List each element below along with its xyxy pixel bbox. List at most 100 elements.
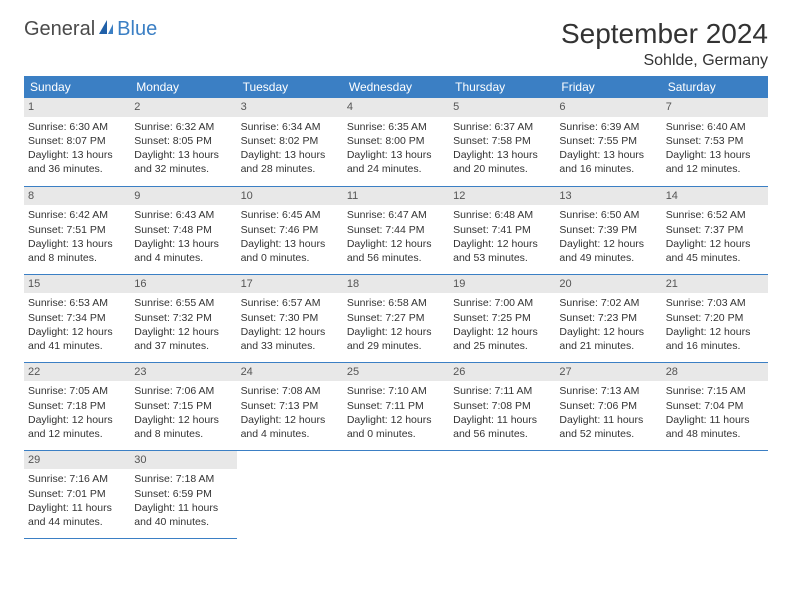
sunset-line: Sunset: 7:58 PM (453, 134, 551, 148)
day-number: 25 (343, 363, 449, 382)
sunset-line: Sunset: 7:39 PM (559, 223, 657, 237)
sunset-line: Sunset: 7:32 PM (134, 311, 232, 325)
day-number: 28 (662, 363, 768, 382)
day-number: 8 (24, 187, 130, 206)
calendar-row: 22Sunrise: 7:05 AMSunset: 7:18 PMDayligh… (24, 362, 768, 450)
daylight-line: Daylight: 11 hours and 56 minutes. (453, 413, 551, 441)
sunset-line: Sunset: 7:06 PM (559, 399, 657, 413)
daylight-line: Daylight: 11 hours and 40 minutes. (134, 501, 232, 529)
daylight-line: Daylight: 11 hours and 44 minutes. (28, 501, 126, 529)
day-number: 14 (662, 187, 768, 206)
calendar-cell: 29Sunrise: 7:16 AMSunset: 7:01 PMDayligh… (24, 450, 130, 538)
calendar-cell (237, 450, 343, 538)
sunset-line: Sunset: 7:25 PM (453, 311, 551, 325)
sunset-line: Sunset: 7:34 PM (28, 311, 126, 325)
weekday-header: Friday (555, 76, 661, 98)
weekday-header: Wednesday (343, 76, 449, 98)
calendar-cell (449, 450, 555, 538)
sunrise-line: Sunrise: 6:43 AM (134, 208, 232, 222)
daylight-line: Daylight: 12 hours and 21 minutes. (559, 325, 657, 353)
sunrise-line: Sunrise: 7:15 AM (666, 384, 764, 398)
calendar-body: 1Sunrise: 6:30 AMSunset: 8:07 PMDaylight… (24, 98, 768, 538)
sunset-line: Sunset: 7:44 PM (347, 223, 445, 237)
sunrise-line: Sunrise: 6:57 AM (241, 296, 339, 310)
day-number: 23 (130, 363, 236, 382)
calendar-row: 1Sunrise: 6:30 AMSunset: 8:07 PMDaylight… (24, 98, 768, 186)
sunset-line: Sunset: 7:53 PM (666, 134, 764, 148)
day-number: 20 (555, 275, 661, 294)
month-title: September 2024 (561, 18, 768, 50)
daylight-line: Daylight: 11 hours and 48 minutes. (666, 413, 764, 441)
sunrise-line: Sunrise: 6:30 AM (28, 120, 126, 134)
day-number: 7 (662, 98, 768, 117)
sunset-line: Sunset: 7:04 PM (666, 399, 764, 413)
sunrise-line: Sunrise: 7:06 AM (134, 384, 232, 398)
sunset-line: Sunset: 7:23 PM (559, 311, 657, 325)
sunset-line: Sunset: 8:02 PM (241, 134, 339, 148)
sunrise-line: Sunrise: 7:13 AM (559, 384, 657, 398)
daylight-line: Daylight: 11 hours and 52 minutes. (559, 413, 657, 441)
calendar-table: SundayMondayTuesdayWednesdayThursdayFrid… (24, 76, 768, 539)
daylight-line: Daylight: 12 hours and 16 minutes. (666, 325, 764, 353)
day-number: 6 (555, 98, 661, 117)
sunset-line: Sunset: 7:51 PM (28, 223, 126, 237)
day-number: 1 (24, 98, 130, 117)
daylight-line: Daylight: 12 hours and 12 minutes. (28, 413, 126, 441)
title-block: September 2024 Sohlde, Germany (561, 18, 768, 70)
calendar-cell: 26Sunrise: 7:11 AMSunset: 7:08 PMDayligh… (449, 362, 555, 450)
calendar-cell: 16Sunrise: 6:55 AMSunset: 7:32 PMDayligh… (130, 274, 236, 362)
sunset-line: Sunset: 7:55 PM (559, 134, 657, 148)
calendar-cell (662, 450, 768, 538)
day-number: 13 (555, 187, 661, 206)
sunrise-line: Sunrise: 6:42 AM (28, 208, 126, 222)
sunrise-line: Sunrise: 6:55 AM (134, 296, 232, 310)
logo: General Blue (24, 18, 157, 41)
sunrise-line: Sunrise: 6:47 AM (347, 208, 445, 222)
daylight-line: Daylight: 12 hours and 37 minutes. (134, 325, 232, 353)
sunrise-line: Sunrise: 6:34 AM (241, 120, 339, 134)
location: Sohlde, Germany (561, 52, 768, 70)
calendar-cell: 13Sunrise: 6:50 AMSunset: 7:39 PMDayligh… (555, 186, 661, 274)
calendar-cell: 1Sunrise: 6:30 AMSunset: 8:07 PMDaylight… (24, 98, 130, 186)
sunrise-line: Sunrise: 6:35 AM (347, 120, 445, 134)
calendar-cell: 3Sunrise: 6:34 AMSunset: 8:02 PMDaylight… (237, 98, 343, 186)
sunrise-line: Sunrise: 6:50 AM (559, 208, 657, 222)
calendar-cell: 24Sunrise: 7:08 AMSunset: 7:13 PMDayligh… (237, 362, 343, 450)
day-number: 4 (343, 98, 449, 117)
day-number: 12 (449, 187, 555, 206)
calendar-cell: 17Sunrise: 6:57 AMSunset: 7:30 PMDayligh… (237, 274, 343, 362)
sunrise-line: Sunrise: 6:45 AM (241, 208, 339, 222)
day-number: 30 (130, 451, 236, 470)
day-number: 9 (130, 187, 236, 206)
sunrise-line: Sunrise: 6:53 AM (28, 296, 126, 310)
sunset-line: Sunset: 7:46 PM (241, 223, 339, 237)
header: General Blue September 2024 Sohlde, Germ… (24, 18, 768, 70)
daylight-line: Daylight: 12 hours and 53 minutes. (453, 237, 551, 265)
sunrise-line: Sunrise: 7:10 AM (347, 384, 445, 398)
sunrise-line: Sunrise: 7:08 AM (241, 384, 339, 398)
calendar-row: 29Sunrise: 7:16 AMSunset: 7:01 PMDayligh… (24, 450, 768, 538)
calendar-cell: 5Sunrise: 6:37 AMSunset: 7:58 PMDaylight… (449, 98, 555, 186)
sunrise-line: Sunrise: 7:16 AM (28, 472, 126, 486)
calendar-cell: 25Sunrise: 7:10 AMSunset: 7:11 PMDayligh… (343, 362, 449, 450)
day-number: 17 (237, 275, 343, 294)
sunset-line: Sunset: 8:00 PM (347, 134, 445, 148)
calendar-cell: 7Sunrise: 6:40 AMSunset: 7:53 PMDaylight… (662, 98, 768, 186)
daylight-line: Daylight: 12 hours and 29 minutes. (347, 325, 445, 353)
sunrise-line: Sunrise: 7:03 AM (666, 296, 764, 310)
sunset-line: Sunset: 7:48 PM (134, 223, 232, 237)
logo-text-general: General (24, 18, 95, 41)
day-number: 3 (237, 98, 343, 117)
sunrise-line: Sunrise: 7:11 AM (453, 384, 551, 398)
calendar-cell: 8 Sunrise: 6:42 AMSunset: 7:51 PMDaylight… (24, 186, 130, 274)
sunset-line: Sunset: 7:13 PM (241, 399, 339, 413)
calendar-cell (343, 450, 449, 538)
calendar-cell: 18Sunrise: 6:58 AMSunset: 7:27 PMDayligh… (343, 274, 449, 362)
day-number: 11 (343, 187, 449, 206)
calendar-cell: 11Sunrise: 6:47 AMSunset: 7:44 PMDayligh… (343, 186, 449, 274)
daylight-line: Daylight: 13 hours and 8 minutes. (28, 237, 126, 265)
sunrise-line: Sunrise: 6:32 AM (134, 120, 232, 134)
day-number: 29 (24, 451, 130, 470)
calendar-row: 15Sunrise: 6:53 AMSunset: 7:34 PMDayligh… (24, 274, 768, 362)
logo-sail-icon (97, 18, 115, 41)
